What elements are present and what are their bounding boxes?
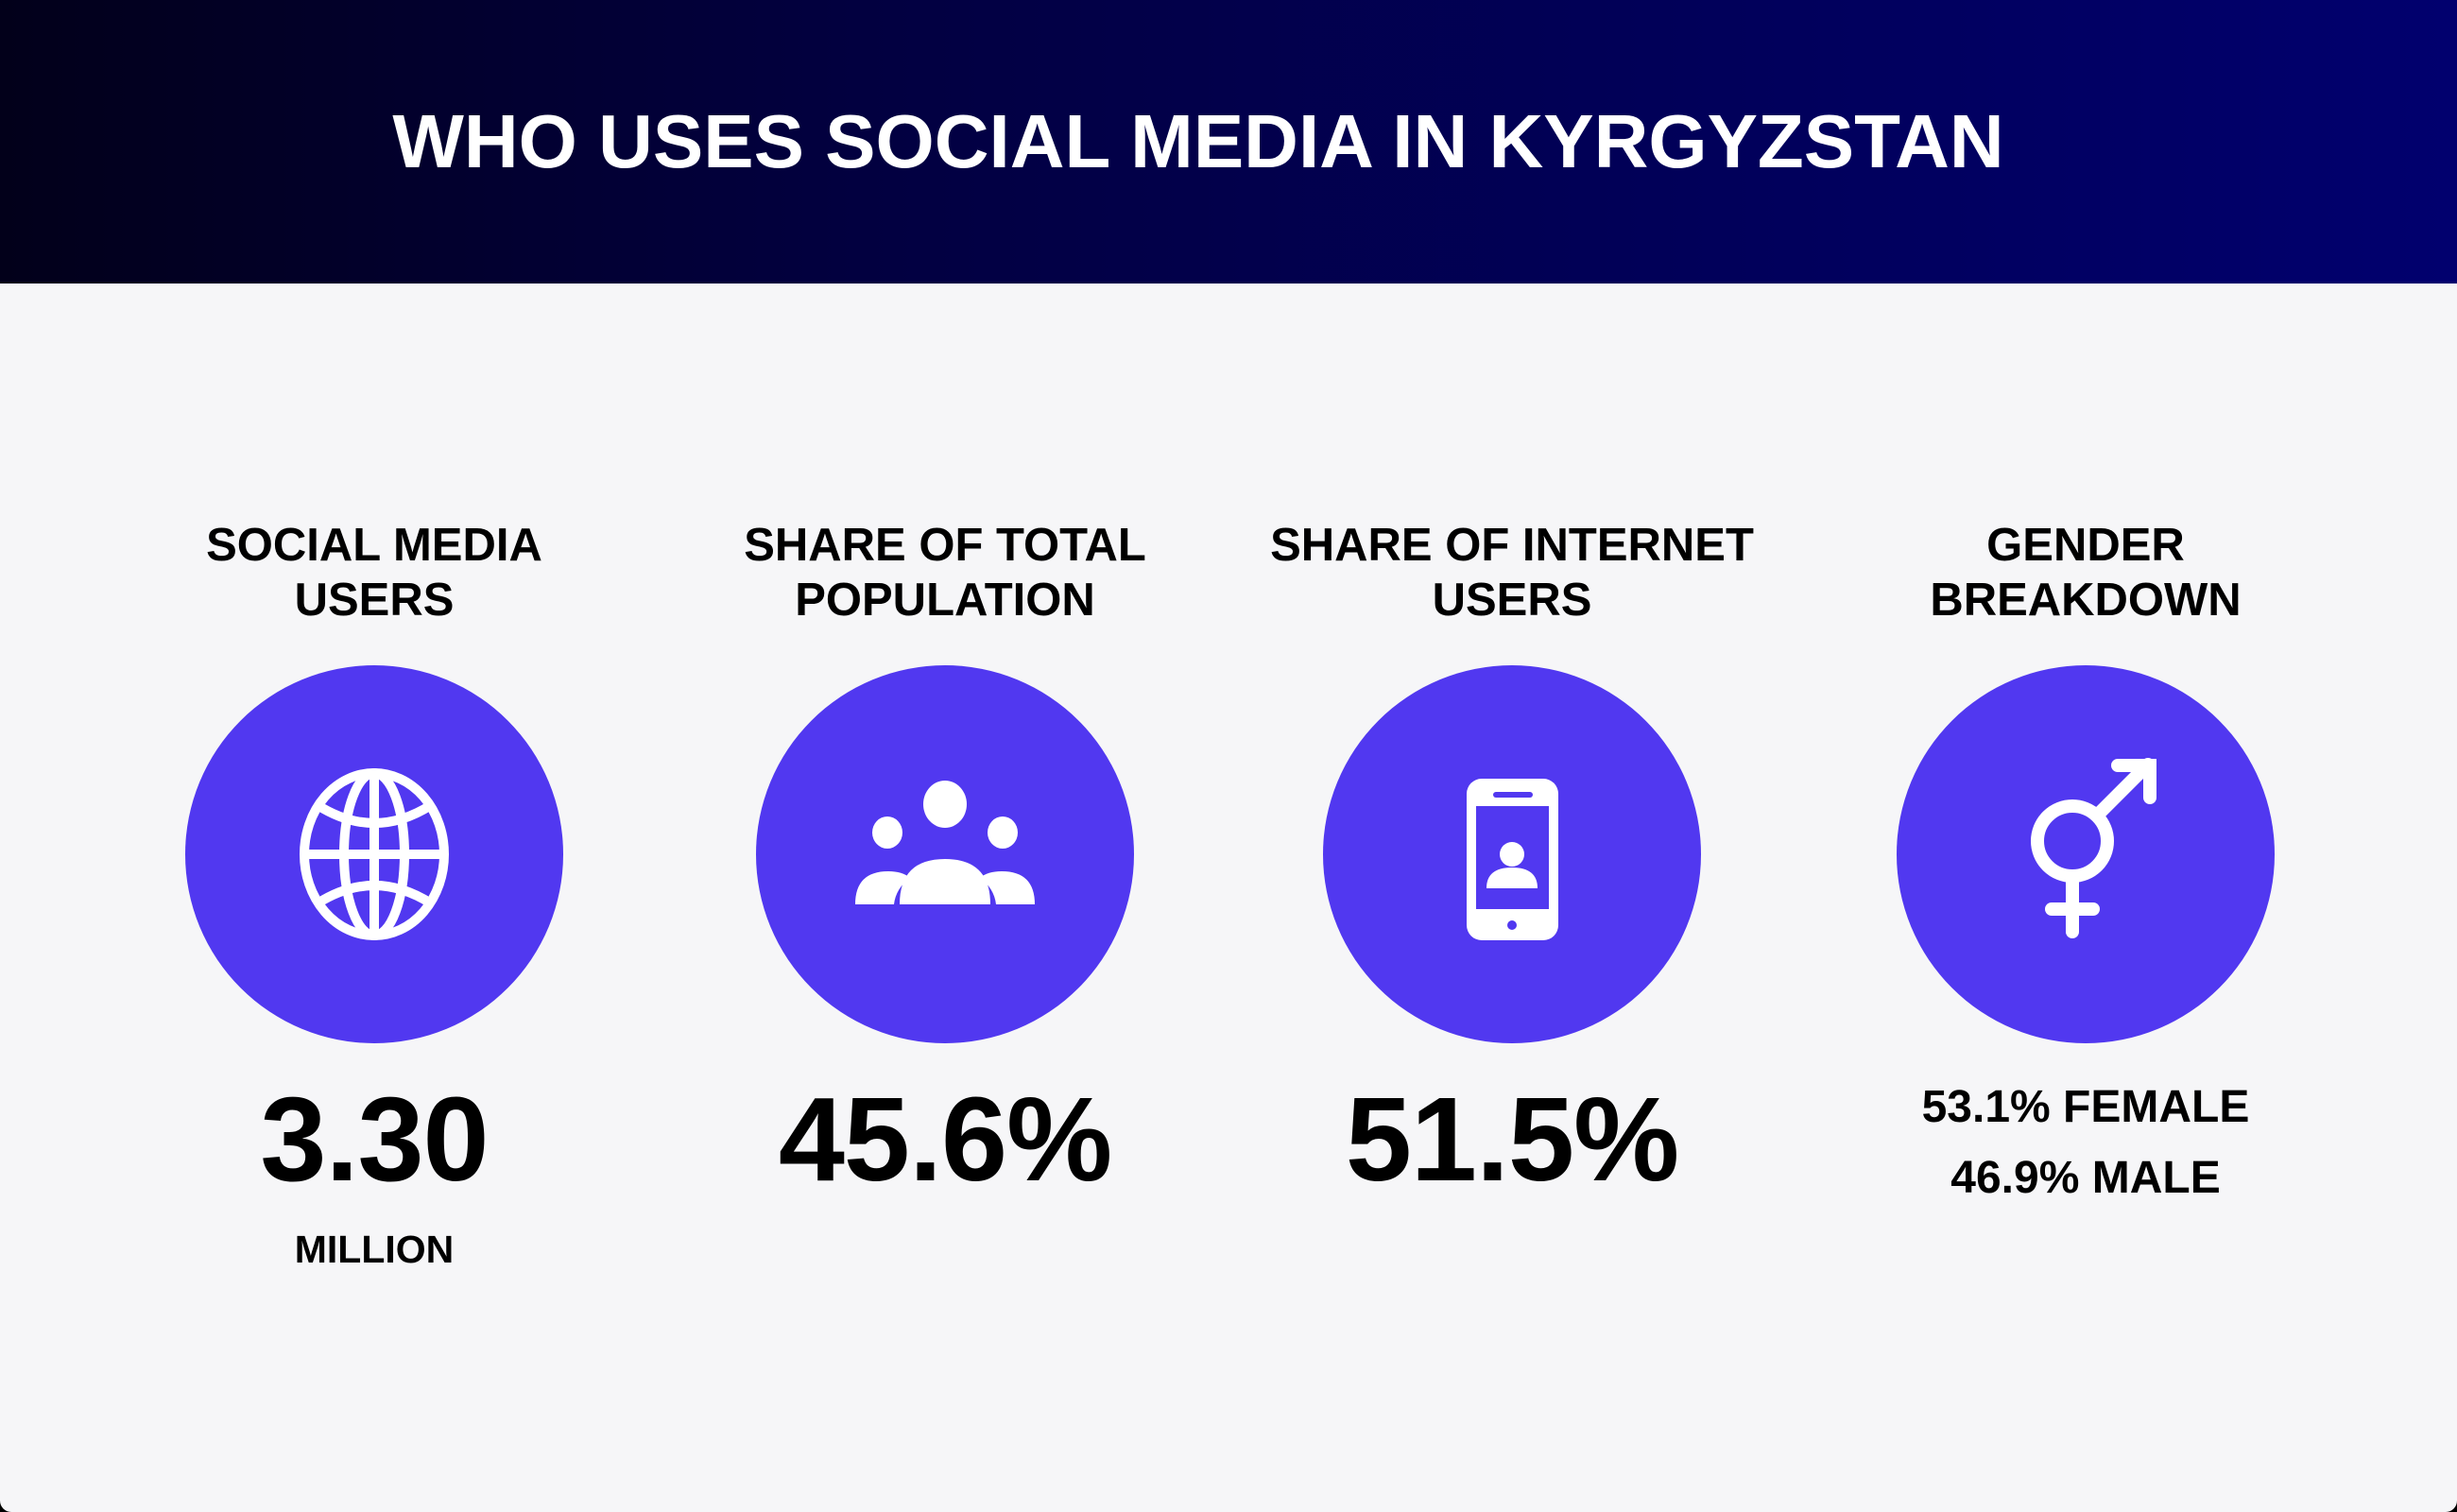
- stat-label: SHARE OF TOTAL POPULATION: [662, 518, 1228, 627]
- stat-label-line2: USERS: [1432, 575, 1592, 626]
- icon-circle: [756, 665, 1134, 1043]
- people-group-icon: [855, 781, 1035, 904]
- stat-label: GENDER BREAKDOWN: [1802, 518, 2369, 627]
- stat-unit: MILLION: [294, 1228, 455, 1271]
- stat-value: 3.30: [260, 1073, 489, 1206]
- male-share: 46.9% MALE: [1950, 1153, 2221, 1203]
- globe-icon: [300, 768, 449, 940]
- gender-symbol-icon: [2031, 758, 2156, 938]
- smartphone-user-icon: [1467, 779, 1558, 940]
- stat-label: SHARE OF INTERNET USERS: [1228, 518, 1796, 627]
- stat-label-line1: GENDER: [1986, 520, 2185, 571]
- stat-label-line2: BREAKDOWN: [1930, 575, 2242, 626]
- page-title: WHO USES SOCIAL MEDIA IN KYRGYZSTAN: [392, 99, 2004, 183]
- stat-label-line1: SHARE OF TOTAL: [744, 520, 1146, 571]
- icon-circle: [185, 665, 563, 1043]
- icon-circle: [1323, 665, 1701, 1043]
- header-banner: WHO USES SOCIAL MEDIA IN KYRGYZSTAN: [0, 0, 2457, 284]
- stat-label-line2: POPULATION: [795, 575, 1095, 626]
- stat-value: 45.6%: [778, 1073, 1112, 1206]
- gender-values: 53.1% FEMALE 46.9% MALE: [1802, 1072, 2369, 1213]
- stat-label: SOCIAL MEDIA USERS: [91, 518, 658, 627]
- female-share: 53.1% FEMALE: [1921, 1082, 2250, 1132]
- icon-circle: [1897, 665, 2275, 1043]
- stat-label-line1: SOCIAL MEDIA: [206, 520, 542, 571]
- stat-label-line2: USERS: [294, 575, 455, 626]
- stat-label-line1: SHARE OF INTERNET: [1270, 520, 1754, 571]
- stat-value: 51.5%: [1345, 1073, 1679, 1206]
